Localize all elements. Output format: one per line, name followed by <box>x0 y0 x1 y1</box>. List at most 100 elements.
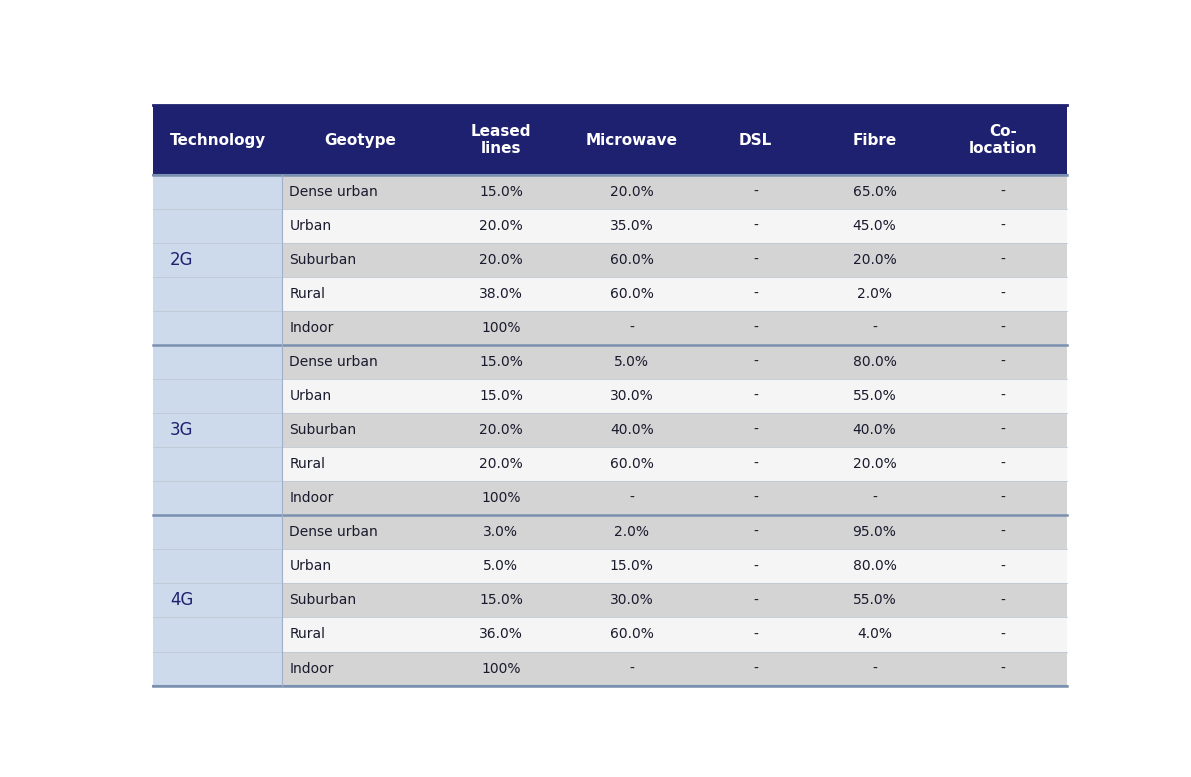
Bar <box>563 311 700 345</box>
Text: 30.0%: 30.0% <box>610 594 654 608</box>
Bar <box>563 618 700 651</box>
Text: -: - <box>1000 457 1005 471</box>
Bar <box>939 651 1067 685</box>
Bar <box>154 175 282 209</box>
Text: 60.0%: 60.0% <box>610 457 654 471</box>
Bar <box>439 618 563 651</box>
Text: 40.0%: 40.0% <box>610 423 654 437</box>
Bar <box>563 209 700 243</box>
Text: 3.0%: 3.0% <box>484 525 518 539</box>
Bar <box>939 379 1067 413</box>
Bar <box>439 175 563 209</box>
Bar <box>282 549 439 584</box>
Bar <box>282 175 439 209</box>
Text: 80.0%: 80.0% <box>853 355 897 369</box>
Text: 80.0%: 80.0% <box>853 559 897 573</box>
Bar <box>439 584 563 618</box>
Text: Rural: Rural <box>289 287 325 301</box>
Bar <box>282 481 439 515</box>
Bar <box>563 549 700 584</box>
Bar <box>810 345 939 379</box>
Bar <box>439 105 563 175</box>
Text: -: - <box>753 321 757 335</box>
Bar <box>563 105 700 175</box>
Bar <box>563 481 700 515</box>
Text: 20.0%: 20.0% <box>479 457 523 471</box>
Bar <box>700 311 810 345</box>
Text: 20.0%: 20.0% <box>610 185 654 199</box>
Bar <box>939 105 1067 175</box>
Text: 30.0%: 30.0% <box>610 389 654 403</box>
Bar <box>939 618 1067 651</box>
Bar <box>939 311 1067 345</box>
Text: -: - <box>753 219 757 233</box>
Bar <box>154 584 282 618</box>
Text: Indoor: Indoor <box>289 321 333 335</box>
Text: 4.0%: 4.0% <box>858 628 892 642</box>
Bar <box>810 175 939 209</box>
Bar <box>282 584 439 618</box>
Text: -: - <box>629 661 635 675</box>
Bar <box>700 243 810 277</box>
Text: -: - <box>1000 423 1005 437</box>
Text: 100%: 100% <box>481 321 520 335</box>
Bar <box>563 413 700 448</box>
Bar <box>439 311 563 345</box>
Bar <box>563 515 700 549</box>
Bar <box>154 105 282 175</box>
Text: 45.0%: 45.0% <box>853 219 897 233</box>
Text: Urban: Urban <box>289 219 331 233</box>
Text: -: - <box>753 457 757 471</box>
Text: Leased
lines: Leased lines <box>470 124 531 156</box>
Text: 20.0%: 20.0% <box>479 423 523 437</box>
Text: 100%: 100% <box>481 661 520 675</box>
Text: 55.0%: 55.0% <box>853 594 897 608</box>
Bar <box>563 345 700 379</box>
Bar <box>439 515 563 549</box>
Bar <box>700 584 810 618</box>
Text: Urban: Urban <box>289 389 331 403</box>
Text: Microwave: Microwave <box>586 133 678 148</box>
Bar <box>282 515 439 549</box>
Text: Indoor: Indoor <box>289 661 333 675</box>
Bar <box>154 515 282 549</box>
Bar <box>563 243 700 277</box>
Bar <box>154 345 282 379</box>
Text: -: - <box>753 253 757 267</box>
Text: -: - <box>1000 185 1005 199</box>
Bar <box>939 243 1067 277</box>
Bar <box>154 549 282 584</box>
Text: -: - <box>872 661 877 675</box>
Bar <box>154 448 282 481</box>
Bar <box>439 481 563 515</box>
Text: -: - <box>753 491 757 505</box>
Text: 60.0%: 60.0% <box>610 253 654 267</box>
Text: 15.0%: 15.0% <box>479 389 523 403</box>
Text: 5.0%: 5.0% <box>484 559 518 573</box>
Bar <box>700 209 810 243</box>
Text: 35.0%: 35.0% <box>610 219 654 233</box>
Bar <box>439 345 563 379</box>
Bar <box>700 618 810 651</box>
Text: Rural: Rural <box>289 628 325 642</box>
Bar <box>939 481 1067 515</box>
Bar <box>810 209 939 243</box>
Text: Dense urban: Dense urban <box>289 525 378 539</box>
Bar <box>939 584 1067 618</box>
Bar <box>282 277 439 311</box>
Bar <box>282 413 439 448</box>
Bar <box>154 243 282 277</box>
Text: Dense urban: Dense urban <box>289 355 378 369</box>
Text: 5.0%: 5.0% <box>615 355 649 369</box>
Text: -: - <box>1000 594 1005 608</box>
Bar <box>563 448 700 481</box>
Text: -: - <box>629 491 635 505</box>
Bar <box>154 413 282 448</box>
Text: -: - <box>1000 559 1005 573</box>
Bar <box>700 413 810 448</box>
Text: 20.0%: 20.0% <box>479 253 523 267</box>
Text: -: - <box>1000 219 1005 233</box>
Bar <box>439 448 563 481</box>
Text: -: - <box>872 491 877 505</box>
Text: -: - <box>753 661 757 675</box>
